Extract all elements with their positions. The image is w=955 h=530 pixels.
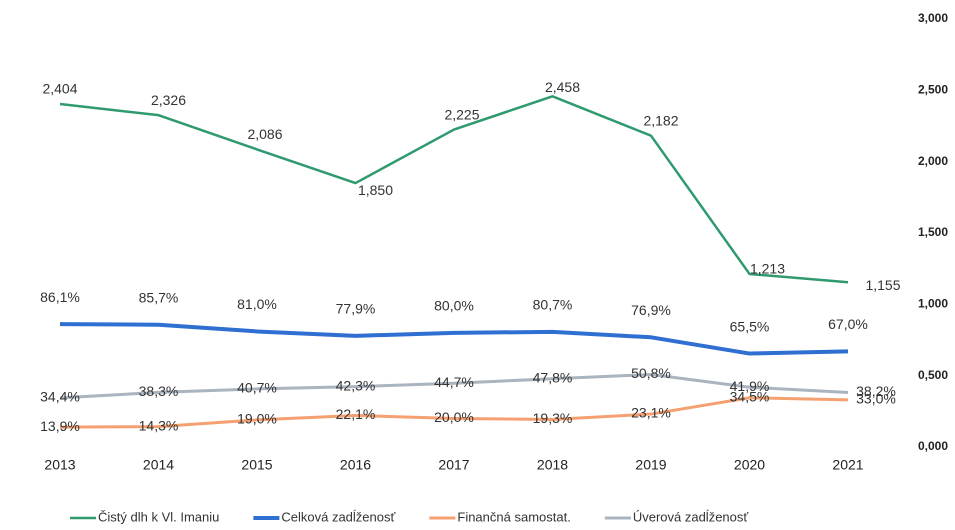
y-tick-label: 0,500 [918, 368, 948, 382]
y-tick-label: 1,000 [918, 297, 948, 311]
data-label: 2,182 [643, 112, 678, 128]
data-label: 19,3% [533, 410, 573, 426]
data-label: 1,155 [865, 277, 900, 293]
data-label: 2,404 [42, 81, 77, 97]
data-label: 85,7% [139, 289, 179, 305]
data-label: 1,213 [750, 261, 785, 277]
data-label: 2,086 [247, 126, 282, 142]
data-label: 1,850 [358, 182, 393, 198]
data-label: 19,0% [237, 411, 277, 427]
data-label: 67,0% [828, 316, 868, 332]
series-line [59, 396, 849, 429]
data-label: 2,458 [545, 79, 580, 95]
x-tick-label: 2016 [340, 457, 371, 473]
x-tick-label: 2013 [44, 457, 75, 473]
data-label: 81,0% [237, 296, 277, 312]
data-label: 50,8% [631, 365, 671, 381]
x-tick-label: 2017 [438, 457, 469, 473]
y-tick-label: 0,000 [918, 439, 948, 453]
x-tick-label: 2020 [734, 457, 765, 473]
data-label: 33,0% [856, 391, 896, 407]
data-label: 47,8% [533, 370, 573, 386]
data-label: 80,7% [533, 297, 573, 313]
data-label: 34,5% [730, 388, 770, 404]
data-label: 86,1% [40, 289, 80, 305]
x-tick-label: 2014 [143, 457, 174, 473]
y-tick-label: 3,000 [918, 11, 948, 25]
series-line [59, 373, 849, 400]
data-label: 34,4% [40, 389, 80, 405]
data-label: 41,9% [730, 378, 770, 394]
data-label: 44,7% [434, 374, 474, 390]
x-tick-label: 2015 [241, 457, 272, 473]
x-tick-label: 2018 [537, 457, 568, 473]
data-label: 77,9% [336, 301, 376, 317]
series-line [59, 95, 849, 284]
data-label: 22,1% [336, 406, 376, 422]
data-label: 80,0% [434, 298, 474, 314]
data-label: 76,9% [631, 302, 671, 318]
y-tick-label: 1,500 [918, 225, 948, 239]
x-tick-label: 2019 [635, 457, 666, 473]
series-line [59, 322, 849, 356]
legend-label: Celková zadĺženosť [281, 509, 395, 524]
data-label: 2,326 [151, 92, 186, 108]
data-label: 20,0% [434, 409, 474, 425]
y-tick-label: 2,000 [918, 154, 948, 168]
data-label: 38,3% [139, 383, 179, 399]
data-label: 23,1% [631, 405, 671, 421]
data-label: 65,5% [730, 318, 770, 334]
data-label: 42,3% [336, 377, 376, 393]
legend-label: Čistý dlh k Vl. Imaniu [98, 509, 219, 524]
data-label: 14,3% [139, 417, 179, 433]
y-tick-label: 2,500 [918, 83, 948, 97]
data-label: 40,7% [237, 380, 277, 396]
legend-label: Úverová zadĺženosť [633, 509, 749, 524]
data-label: 13,9% [40, 418, 80, 434]
data-label: 2,225 [444, 106, 479, 122]
data-label: 38,2% [856, 383, 896, 399]
legend-label: Finančná samostat. [457, 509, 570, 524]
x-tick-label: 2021 [832, 457, 863, 473]
